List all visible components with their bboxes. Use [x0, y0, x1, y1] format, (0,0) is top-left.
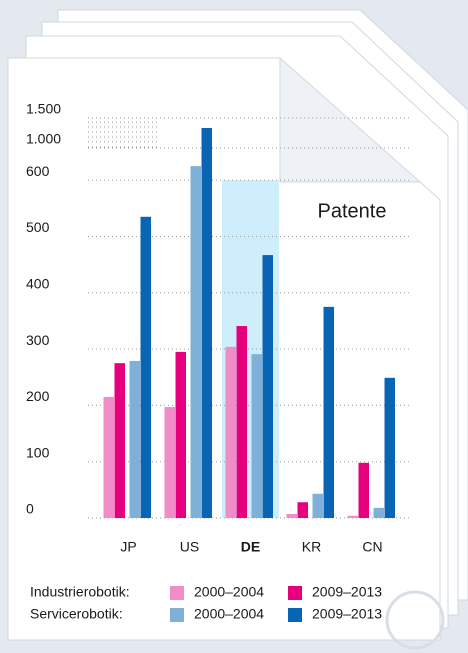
x-tick-label: JP — [120, 539, 136, 555]
y-tick-label: 500 — [26, 219, 50, 235]
bar — [251, 354, 262, 518]
y-tick-label: 0 — [26, 501, 34, 517]
legend-group: Industrierobotik: — [30, 584, 130, 600]
bar — [201, 128, 212, 518]
bar — [358, 462, 369, 518]
y-tick-label: 1.000 — [26, 131, 61, 147]
y-tick-label: 600 — [26, 163, 50, 179]
bar — [164, 407, 175, 518]
bar — [190, 166, 201, 519]
legend-label: 2000–2004 — [194, 606, 264, 622]
bar — [297, 502, 308, 518]
y-tick-label: 200 — [26, 388, 50, 404]
bar — [103, 396, 114, 518]
legend-swatch — [288, 586, 302, 600]
bar — [312, 493, 323, 518]
legend-swatch — [288, 608, 302, 622]
x-tick-label: US — [180, 539, 199, 555]
legend-swatch — [170, 586, 184, 600]
bar — [129, 360, 140, 518]
bar — [175, 351, 186, 518]
bar — [114, 363, 125, 518]
bar — [373, 507, 384, 518]
bar — [384, 377, 395, 518]
x-tick-label: CN — [362, 539, 382, 555]
bar — [262, 255, 273, 519]
y-tick-label: 300 — [26, 332, 50, 348]
decoration — [385, 590, 445, 650]
bar — [140, 216, 151, 519]
x-tick-label: DE — [241, 539, 260, 555]
bar — [225, 346, 236, 518]
y-tick-label: 400 — [26, 276, 50, 292]
legend-swatch — [170, 608, 184, 622]
legend-label: 2009–2013 — [312, 584, 382, 600]
x-tick-label: KR — [302, 539, 321, 555]
bar — [236, 326, 247, 518]
legend-group: Servicerobotik: — [30, 606, 123, 622]
y-tick-label: 100 — [26, 444, 50, 460]
chart-title: Patente — [318, 200, 387, 222]
bar — [323, 306, 334, 518]
y-tick-label: 1.500 — [26, 101, 61, 117]
bar — [347, 515, 358, 518]
bar — [286, 514, 297, 518]
legend-label: 2000–2004 — [194, 584, 264, 600]
legend-label: 2009–2013 — [312, 606, 382, 622]
